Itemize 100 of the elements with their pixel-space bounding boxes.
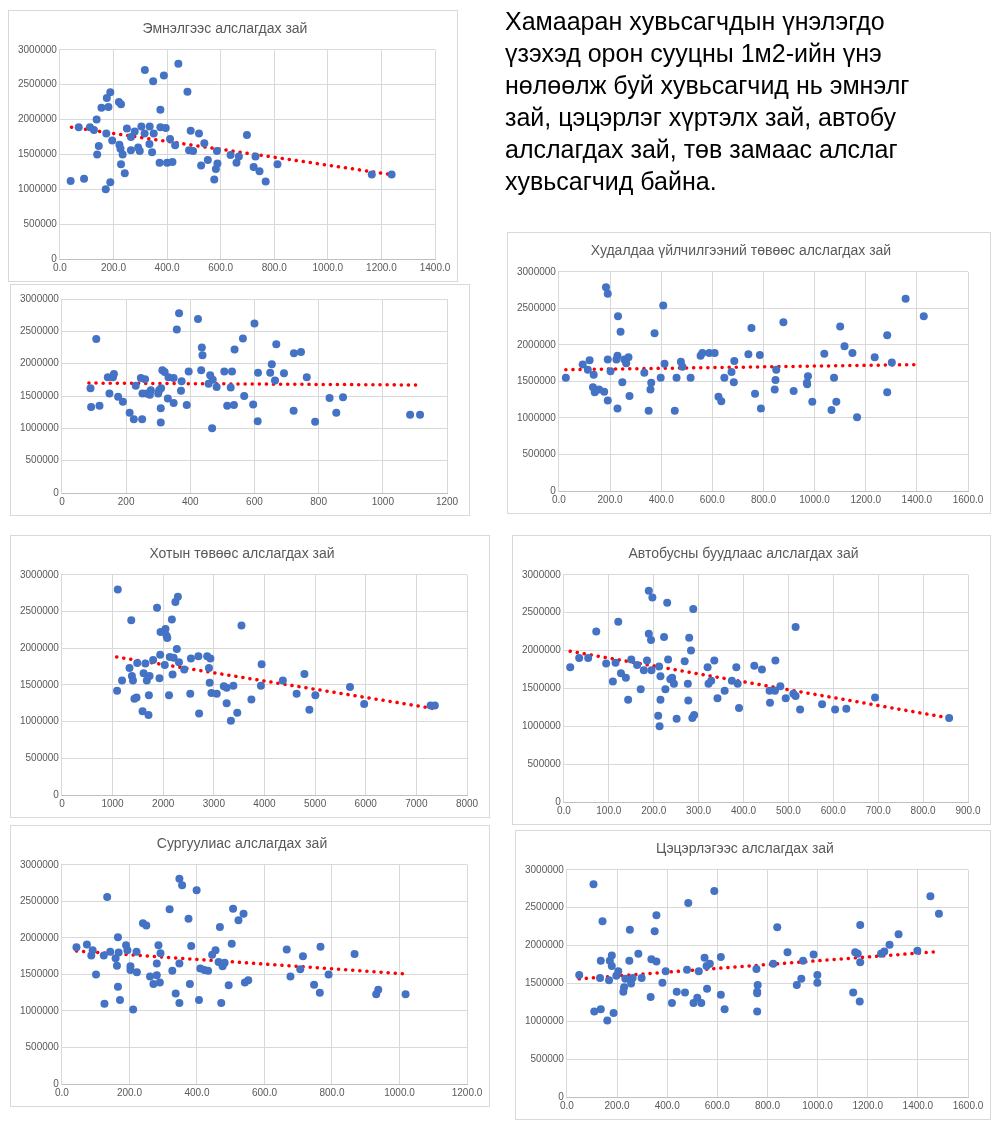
y-tick-label: 500000 xyxy=(25,454,60,466)
x-tick-label: 600.0 xyxy=(820,804,847,816)
y-tick-label: 3000000 xyxy=(19,568,60,580)
y-tick-label: 2000000 xyxy=(516,338,557,350)
x-tick-label: 7000 xyxy=(405,797,428,809)
text: үзэхэд орон сууцны 1м2-ийн үнэ xyxy=(505,38,883,69)
x-tick-label: 400.0 xyxy=(654,1099,681,1111)
x-tick-label: 500.0 xyxy=(775,804,802,816)
x-tick-label: 1400.0 xyxy=(901,493,933,505)
y-tick-label: 500000 xyxy=(25,1041,60,1053)
x-tick-label: 5000 xyxy=(303,797,327,809)
x-tick-label: 400.0 xyxy=(731,804,757,816)
x-tick-label: 1400.0 xyxy=(902,1099,934,1111)
x-tick-label: 1000.0 xyxy=(802,1099,834,1111)
y-tick-label: 3000000 xyxy=(516,265,557,277)
y-tick-label: 0 xyxy=(53,788,60,800)
x-tick-label: 600 xyxy=(246,495,264,507)
x-tick-label: 800.0 xyxy=(319,1086,345,1098)
y-tick-label: 2000000 xyxy=(19,931,60,943)
y-tick-label: 2000000 xyxy=(524,939,565,951)
y-tick-label: 3000000 xyxy=(17,43,58,55)
text: хувьсагчид байна. xyxy=(505,166,718,197)
y-tick-label: 2500000 xyxy=(19,325,60,337)
x-tick-label: 700.0 xyxy=(865,804,892,816)
y-tick-label: 2500000 xyxy=(524,901,565,913)
x-tick-label: 0.0 xyxy=(559,1099,575,1111)
x-tick-label: 800.0 xyxy=(750,493,777,505)
y-tick-label: 2000000 xyxy=(521,644,562,656)
x-tick-label: 0.0 xyxy=(52,261,68,273)
x-tick-label: 200.0 xyxy=(641,804,667,816)
x-tick-label: 1400.0 xyxy=(419,261,451,273)
y-tick-label: 1500000 xyxy=(17,148,58,160)
x-tick-label: 1000.0 xyxy=(384,1086,416,1098)
y-tick-label: 3000000 xyxy=(19,858,60,870)
x-tick-label: 1600.0 xyxy=(952,1099,984,1111)
x-tick-label: 600.0 xyxy=(251,1086,278,1098)
x-tick-label: 900.0 xyxy=(955,804,981,816)
x-tick-label: 1200 xyxy=(435,495,459,507)
y-tick-label: 1000000 xyxy=(516,411,557,423)
x-tick-label: 200.0 xyxy=(597,493,624,505)
y-tick-label: 3000000 xyxy=(521,568,562,580)
y-tick-label: 1000000 xyxy=(19,715,60,727)
x-tick-label: 1000.0 xyxy=(799,493,831,505)
x-tick-label: 400.0 xyxy=(154,261,181,273)
y-tick-label: 3000000 xyxy=(524,863,565,875)
y-tick-label: 1500000 xyxy=(19,968,60,980)
x-tick-label: 400 xyxy=(181,495,200,507)
chart-title: Цэцэрлэгээс алслагдах зай xyxy=(656,840,834,857)
x-tick-label: 1600.0 xyxy=(952,493,984,505)
y-tick-label: 2000000 xyxy=(17,113,58,125)
x-tick-label: 0.0 xyxy=(556,804,572,816)
x-tick-label: 300.0 xyxy=(686,804,712,816)
x-tick-label: 600.0 xyxy=(699,493,726,505)
x-tick-label: 800.0 xyxy=(910,804,937,816)
chart-title: Сургуулиас алслагдах зай xyxy=(156,835,328,852)
x-tick-label: 200.0 xyxy=(116,1086,143,1098)
chart-title: Автобусны буудлаас алслагдах зай xyxy=(628,545,859,562)
y-tick-label: 3000000 xyxy=(19,292,60,304)
y-tick-label: 2500000 xyxy=(19,605,60,617)
x-tick-label: 600.0 xyxy=(208,261,234,273)
x-tick-label: 800 xyxy=(310,495,328,507)
y-tick-label: 500000 xyxy=(23,217,58,229)
x-tick-label: 1000.0 xyxy=(312,261,344,273)
x-tick-label: 200.0 xyxy=(604,1099,631,1111)
x-tick-label: 200 xyxy=(117,495,135,507)
chart-title: Худалдаа үйлчилгээний төвөөс алслагдах зай xyxy=(590,242,892,259)
x-tick-label: 1200.0 xyxy=(366,261,398,273)
x-tick-label: 8000 xyxy=(455,797,479,809)
y-tick-label: 1500000 xyxy=(516,375,557,387)
y-tick-label: 1000000 xyxy=(524,1015,565,1027)
x-tick-label: 1200.0 xyxy=(850,493,882,505)
y-tick-label: 1000000 xyxy=(17,183,58,195)
y-tick-label: 0 xyxy=(550,484,557,496)
y-tick-label: 1000000 xyxy=(19,1004,60,1016)
y-tick-label: 500000 xyxy=(522,448,557,460)
x-tick-label: 4000 xyxy=(253,797,277,809)
y-tick-label: 500000 xyxy=(530,1052,565,1064)
x-tick-label: 1000 xyxy=(101,797,125,809)
y-tick-label: 1500000 xyxy=(524,977,565,989)
y-tick-label: 1500000 xyxy=(19,678,60,690)
y-tick-label: 1000000 xyxy=(521,720,562,732)
text: алслагдах зай, төв замаас алслаг xyxy=(505,134,899,165)
x-tick-label: 400.0 xyxy=(648,493,675,505)
x-tick-label: 2000 xyxy=(152,797,175,809)
y-tick-label: 500000 xyxy=(25,752,60,764)
x-tick-label: 0.0 xyxy=(551,493,567,505)
y-tick-label: 1500000 xyxy=(19,389,60,401)
y-tick-label: 2000000 xyxy=(19,641,60,653)
x-tick-label: 400.0 xyxy=(184,1086,210,1098)
y-tick-label: 1000000 xyxy=(19,422,60,434)
text: нөлөөлж буй хувьсагчид нь эмнэлг xyxy=(505,70,911,101)
chart-title: Эмнэлгээс алслагдах зай xyxy=(142,20,308,37)
x-tick-label: 6000 xyxy=(354,797,378,809)
text: Хамааран хувьсагчдын үнэлэгдо xyxy=(505,6,886,37)
y-tick-label: 2500000 xyxy=(516,302,557,314)
x-tick-label: 3000 xyxy=(202,797,226,809)
y-tick-label: 0 xyxy=(53,1077,60,1089)
y-tick-label: 2500000 xyxy=(17,78,58,90)
y-tick-label: 2500000 xyxy=(521,606,562,618)
x-tick-label: 800.0 xyxy=(754,1099,781,1111)
